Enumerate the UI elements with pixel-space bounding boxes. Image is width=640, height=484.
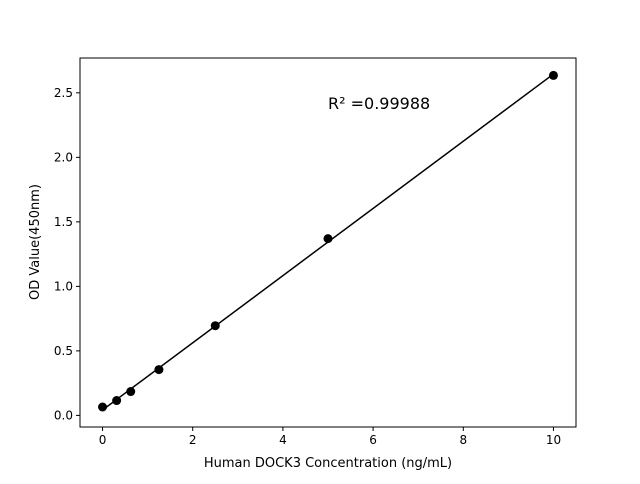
x-tick-label: 2: [189, 433, 197, 447]
data-point: [154, 365, 164, 375]
plot-area: [79, 57, 577, 428]
y-tick-label: 0.0: [54, 408, 73, 422]
y-tick-label: 1.5: [54, 215, 73, 229]
x-tick-label: 4: [279, 433, 287, 447]
y-tick-label: 0.5: [54, 344, 73, 358]
data-point: [112, 396, 122, 406]
data-point: [210, 321, 220, 331]
data-point: [126, 387, 136, 397]
x-tick-label: 6: [369, 433, 377, 447]
x-axis-label: Human DOCK3 Concentration (ng/mL): [204, 456, 452, 471]
y-tick-label: 2.5: [54, 86, 73, 100]
y-axis-label: OD Value(450nm): [28, 184, 43, 300]
data-point: [98, 402, 108, 412]
data-point: [548, 70, 558, 80]
y-tick-label: 1.0: [54, 279, 73, 293]
r-squared-annotation: R² =0.99988: [328, 94, 430, 113]
x-tick-label: 0: [99, 433, 107, 447]
x-tick-label: 8: [459, 433, 467, 447]
x-tick-label: 10: [546, 433, 561, 447]
data-point: [323, 234, 333, 244]
y-tick-label: 2.0: [54, 150, 73, 164]
